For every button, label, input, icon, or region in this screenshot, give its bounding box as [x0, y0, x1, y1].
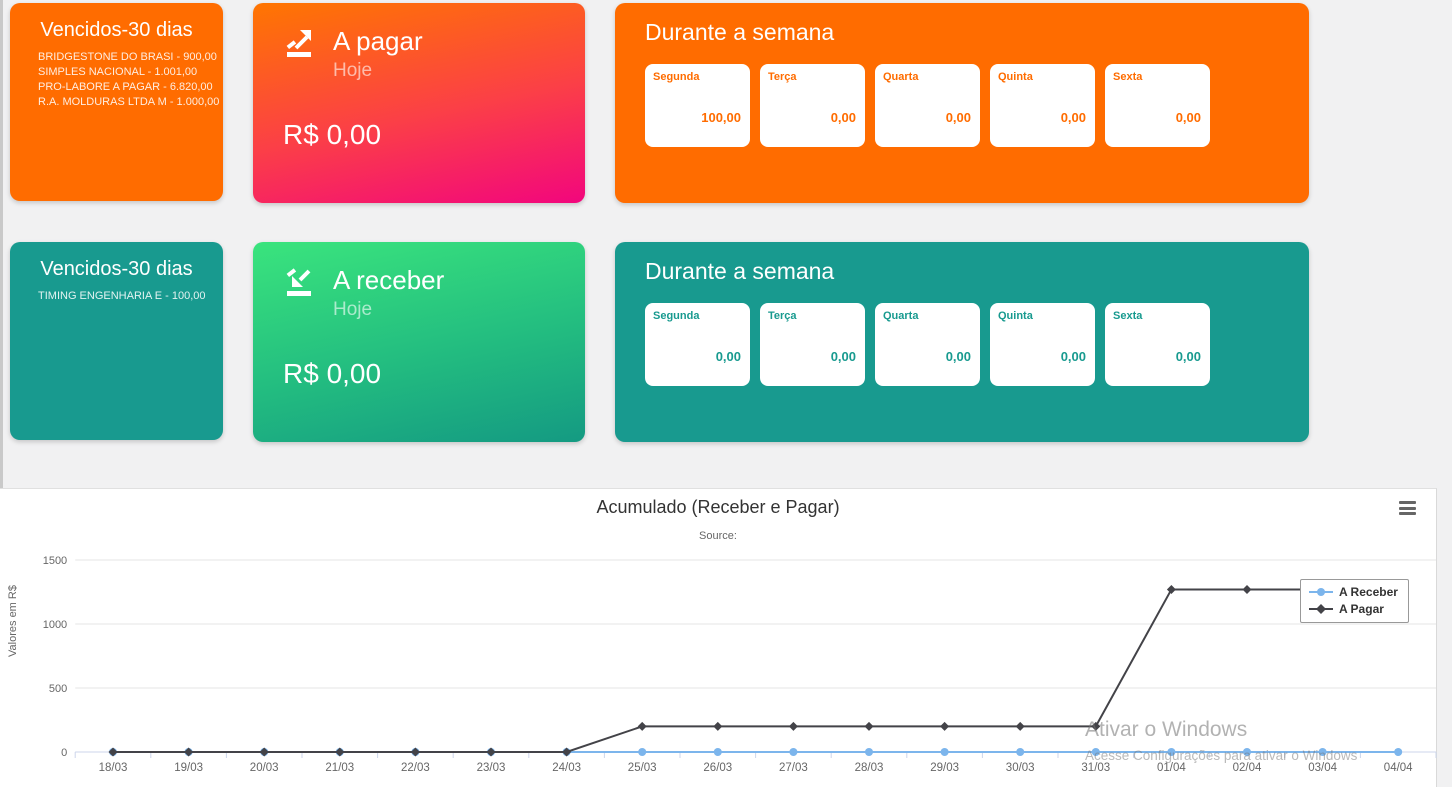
day-label: Quarta	[883, 310, 919, 322]
day-cell-terca: Terça 0,00	[760, 303, 865, 386]
day-cell-sexta: Sexta 0,00	[1105, 64, 1210, 147]
svg-text:20/03: 20/03	[250, 762, 279, 774]
card-title: A pagar	[333, 26, 423, 56]
svg-text:26/03: 26/03	[703, 762, 732, 774]
legend-item-a-pagar[interactable]: A Pagar	[1309, 602, 1398, 616]
card-vencidos-pagar: Vencidos-30 dias BRIDGESTONE DO BRASI - …	[10, 3, 223, 201]
day-value: 0,00	[945, 110, 971, 125]
svg-text:29/03: 29/03	[930, 762, 959, 774]
card-vencidos-receber: Vencidos-30 dias TIMING ENGENHARIA E - 1…	[10, 242, 223, 440]
svg-text:25/03: 25/03	[628, 762, 657, 774]
svg-text:04/04: 04/04	[1384, 762, 1413, 774]
day-value: 0,00	[1060, 110, 1086, 125]
card-subtitle: Hoje	[333, 299, 373, 320]
amount-value: R$ 0,00	[283, 119, 382, 150]
card-a-pagar: A pagar Hoje R$ 0,00	[253, 3, 585, 203]
day-label: Sexta	[1113, 71, 1143, 83]
chart-legend: A Receber A Pagar	[1300, 579, 1409, 623]
card-title: Vencidos-30 dias	[40, 19, 193, 41]
svg-text:500: 500	[49, 683, 67, 695]
accumulated-chart-panel: 0 500 1000 1500 18/03 19/03 20/03 21/03 22/03 23/…	[0, 488, 1437, 787]
svg-text:22/03: 22/03	[401, 762, 430, 774]
day-cell-segunda: Segunda 100,00	[645, 64, 750, 147]
day-value: 0,00	[1175, 110, 1201, 125]
day-label: Quinta	[998, 71, 1033, 83]
money-in-icon	[286, 268, 311, 296]
day-label: Terça	[768, 310, 797, 322]
day-value: 0,00	[1060, 349, 1086, 364]
day-label: Quinta	[998, 310, 1033, 322]
svg-text:03/04: 03/04	[1308, 762, 1337, 774]
svg-text:1000: 1000	[43, 619, 67, 631]
chart-subtitle: Source:	[699, 530, 737, 542]
overdue-item: SIMPLES NACIONAL - 1.001,00	[38, 66, 198, 78]
svg-text:01/04: 01/04	[1157, 762, 1186, 774]
overdue-item: TIMING ENGENHARIA E - 100,00	[38, 290, 206, 302]
left-edge-divider	[0, 0, 3, 488]
svg-text:28/03: 28/03	[855, 762, 884, 774]
card-title: Durante a semana	[645, 258, 835, 284]
day-label: Segunda	[653, 310, 700, 322]
legend-marker-diamond	[1309, 604, 1333, 614]
y-axis-title: Valores em R$	[7, 585, 19, 657]
day-cell-terca: Terça 0,00	[760, 64, 865, 147]
overdue-item: R.A. MOLDURAS LTDA M - 1.000,00	[38, 96, 220, 108]
day-cell-quinta: Quinta 0,00	[990, 64, 1095, 147]
day-value: 0,00	[1175, 349, 1201, 364]
day-cell-quarta: Quarta 0,00	[875, 64, 980, 147]
legend-item-a-receber[interactable]: A Receber	[1309, 585, 1398, 599]
day-label: Terça	[768, 71, 797, 83]
card-title: A receber	[333, 265, 445, 295]
chart-menu-hamburger-icon[interactable]	[1399, 501, 1416, 515]
card-title: Vencidos-30 dias	[40, 258, 193, 280]
card-title: Durante a semana	[645, 19, 835, 45]
svg-text:19/03: 19/03	[174, 762, 203, 774]
card-week-pagar: Durante a semana Segunda 100,00 Terça 0,…	[615, 3, 1309, 203]
card-a-receber: A receber Hoje R$ 0,00	[253, 242, 585, 442]
day-value: 0,00	[830, 110, 856, 125]
legend-label: A Receber	[1339, 585, 1398, 599]
svg-text:21/03: 21/03	[325, 762, 354, 774]
svg-text:24/03: 24/03	[552, 762, 581, 774]
day-value: 0,00	[830, 349, 856, 364]
day-label: Segunda	[653, 71, 700, 83]
svg-text:30/03: 30/03	[1006, 762, 1035, 774]
day-cell-quinta: Quinta 0,00	[990, 303, 1095, 386]
card-subtitle: Hoje	[333, 60, 373, 81]
day-value: 0,00	[715, 349, 741, 364]
day-label: Quarta	[883, 71, 919, 83]
overdue-item: PRO-LABORE A PAGAR - 6.820,00	[38, 81, 213, 93]
legend-label: A Pagar	[1339, 602, 1384, 616]
overdue-item: BRIDGESTONE DO BRASI - 900,00	[38, 51, 217, 63]
svg-text:02/04: 02/04	[1233, 762, 1262, 774]
svg-text:31/03: 31/03	[1081, 762, 1110, 774]
svg-text:0: 0	[61, 747, 67, 759]
day-cell-sexta: Sexta 0,00	[1105, 303, 1210, 386]
money-out-icon	[286, 30, 311, 57]
svg-text:27/03: 27/03	[779, 762, 808, 774]
svg-text:18/03: 18/03	[99, 762, 128, 774]
day-value: 100,00	[701, 110, 741, 125]
card-week-receber: Durante a semana Segunda 0,00 Terça 0,00…	[615, 242, 1309, 442]
chart-title: Acumulado (Receber e Pagar)	[596, 497, 840, 517]
legend-marker-circle	[1309, 588, 1333, 596]
amount-value: R$ 0,00	[283, 358, 382, 389]
day-cell-segunda: Segunda 0,00	[645, 303, 750, 386]
day-label: Sexta	[1113, 310, 1143, 322]
svg-text:1500: 1500	[43, 555, 67, 567]
day-cell-quarta: Quarta 0,00	[875, 303, 980, 386]
day-value: 0,00	[945, 349, 971, 364]
svg-text:23/03: 23/03	[477, 762, 506, 774]
